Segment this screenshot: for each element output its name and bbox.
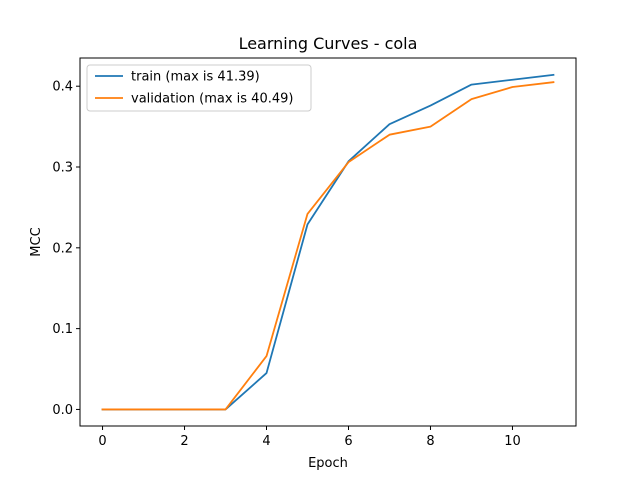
legend-entry: validation (max is 40.49) [131,92,293,107]
legend-entry: train (max is 41.39) [131,70,260,85]
x-tick-label: 4 [262,434,270,449]
x-tick-label: 2 [180,434,188,449]
y-tick-label: 0.4 [52,80,73,95]
y-axis-label: MCC [29,227,44,256]
legend-box [86,64,312,112]
plot-frame [79,57,577,427]
series-layer [101,73,555,411]
y-tick-label: 0.1 [52,322,73,337]
y-axis: 0.0 0.1 0.2 0.3 0.4 [52,80,80,418]
x-tick-label: 10 [504,434,521,449]
y-tick-label: 0.2 [52,241,73,256]
chart-title: Learning Curves - cola [239,34,418,53]
x-tick-label: 8 [426,434,434,449]
y-tick-label: 0.3 [52,161,73,176]
x-tick-label: 0 [98,434,106,449]
y-tick-label: 0.0 [52,403,73,418]
x-tick-label: 6 [344,434,352,449]
x-axis: 0 2 4 6 8 10 [98,426,521,449]
validation-series-line [101,81,555,411]
legend: train (max is 41.39) validation (max is 4… [86,64,312,112]
x-axis-label: Epoch [308,456,348,471]
